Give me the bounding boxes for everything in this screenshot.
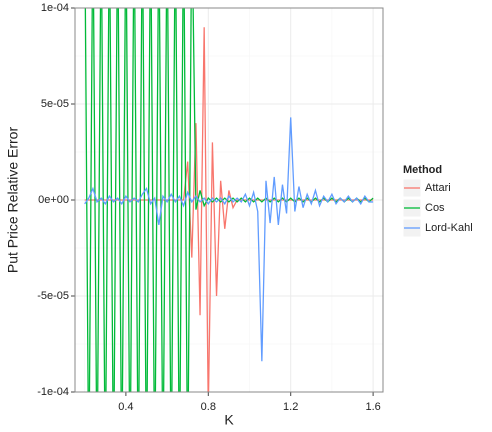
legend-label: Cos xyxy=(425,202,445,214)
y-tick-label: -5e-05 xyxy=(37,290,69,302)
legend-label: Attari xyxy=(425,182,451,194)
y-tick-label: 0e+00 xyxy=(38,194,69,206)
x-axis-label: K xyxy=(224,412,234,428)
panel-border xyxy=(74,7,384,393)
y-tick-label: 1e-04 xyxy=(41,2,69,14)
legend-label: Lord-Kahl xyxy=(425,222,473,234)
x-tick-label: 0.4 xyxy=(118,401,133,413)
y-tick-label: 5e-05 xyxy=(41,98,69,110)
y-tick-label: -1e-04 xyxy=(37,386,69,398)
plot-area xyxy=(84,8,374,392)
y-axis-label: Put Price Relative Error xyxy=(5,127,21,274)
x-tick-label: 1.6 xyxy=(365,401,380,413)
series-line xyxy=(84,8,374,392)
legend-title: Method xyxy=(403,164,442,176)
series-line xyxy=(84,117,374,362)
x-tick-label: 0.8 xyxy=(201,401,216,413)
x-tick-label: 1.2 xyxy=(283,401,298,413)
